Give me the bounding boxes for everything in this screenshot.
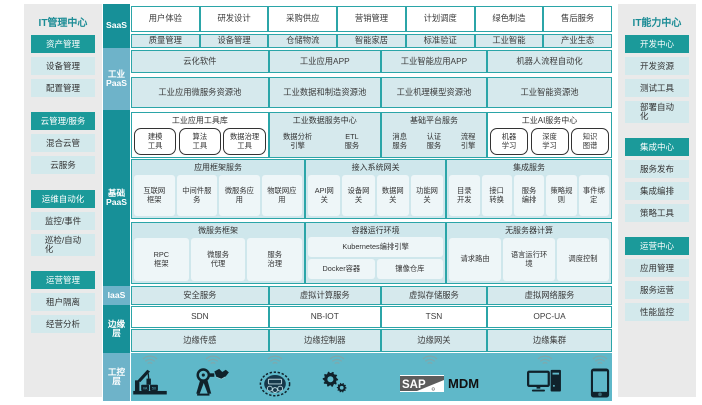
svg-text:50: 50 [152,386,156,390]
svg-text:VA: VA [143,386,148,390]
svg-text:SAP: SAP [402,379,426,391]
